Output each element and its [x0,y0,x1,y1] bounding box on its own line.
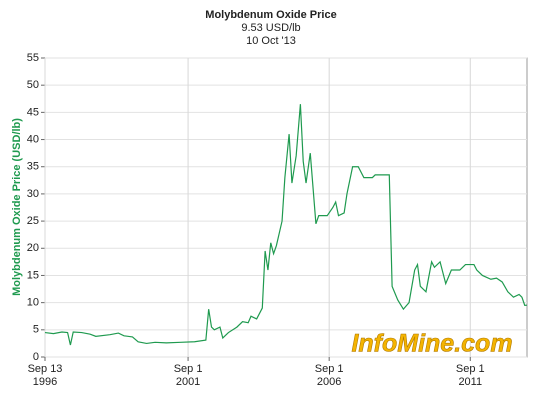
x-tick-label: Sep 1 [315,363,344,375]
x-tick-label: 2001 [176,376,200,388]
x-tick-label: 1996 [33,376,57,388]
y-tick-label: 0 [33,351,39,363]
x-tick-label: 2011 [458,376,482,388]
y-tick-label: 45 [27,106,39,118]
y-tick-label: 20 [27,242,39,254]
x-tick-label: Sep 13 [28,363,63,375]
x-tick-label: Sep 1 [174,363,203,375]
y-tick-label: 35 [27,161,39,173]
y-tick-label: 5 [33,324,39,336]
x-tick-label: 2006 [317,376,341,388]
y-tick-label: 55 [27,52,39,64]
y-axis-label: Molybdenum Oxide Price (USD/lb) [11,118,23,296]
y-tick-label: 25 [27,215,39,227]
y-tick-label: 10 [27,297,39,309]
y-tick-label: 40 [27,133,39,145]
plot-area [44,57,528,358]
y-tick-label: 30 [27,188,39,200]
y-tick-label: 15 [27,269,39,281]
x-tick-label: Sep 1 [456,363,485,375]
watermark: InfoMine.com [351,330,512,358]
price-line [44,104,528,346]
chart-subtitle: 9.53 USD/lb [241,22,300,34]
y-tick-label: 50 [27,79,39,91]
chart-date: 10 Oct '13 [246,35,296,47]
chart-title: Molybdenum Oxide Price [205,9,336,21]
